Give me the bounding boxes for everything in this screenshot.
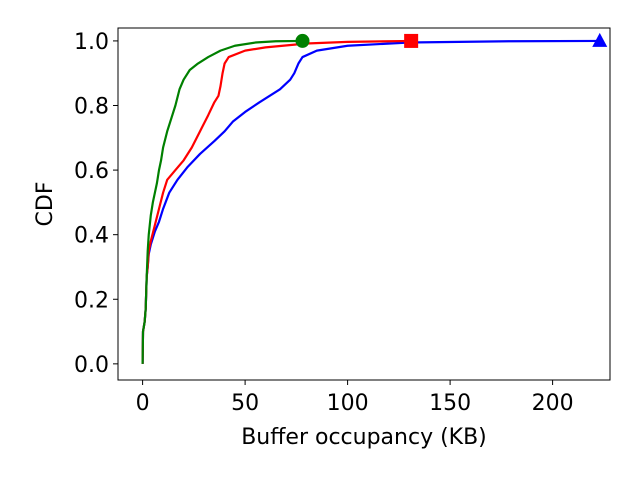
y-tick-label: 0.8	[74, 95, 109, 120]
y-tick-label: 0.0	[74, 353, 109, 378]
series-end-marker-1	[404, 33, 419, 48]
marker-group	[295, 32, 608, 48]
x-axis-ticks: 0 50 100 150 200	[136, 380, 574, 416]
x-tick-label: 100	[327, 391, 369, 416]
axes-frame	[117, 27, 611, 381]
x-tick-label: 0	[136, 391, 150, 416]
y-axis-ticks: 0.0 0.2 0.4 0.6 0.8 1.0	[74, 30, 118, 378]
series-line-1	[141, 39, 412, 364]
series-end-marker-2	[295, 33, 310, 48]
plot-area	[117, 27, 611, 381]
y-tick-label: 0.2	[74, 288, 109, 313]
y-tick-label: 1.0	[74, 30, 109, 55]
y-tick-label: 0.6	[74, 159, 109, 184]
x-tick-label: 150	[429, 391, 471, 416]
x-axis-label: Buffer occupancy (KB)	[241, 425, 487, 450]
series-group	[141, 39, 600, 364]
y-axis-label: CDF	[33, 182, 58, 227]
y-tick-label: 0.4	[74, 224, 109, 249]
x-tick-label: 200	[532, 391, 574, 416]
series-line-2	[141, 39, 303, 364]
x-tick-label: 50	[231, 391, 259, 416]
series-line-0	[141, 39, 600, 364]
series-end-marker-0	[592, 32, 608, 47]
